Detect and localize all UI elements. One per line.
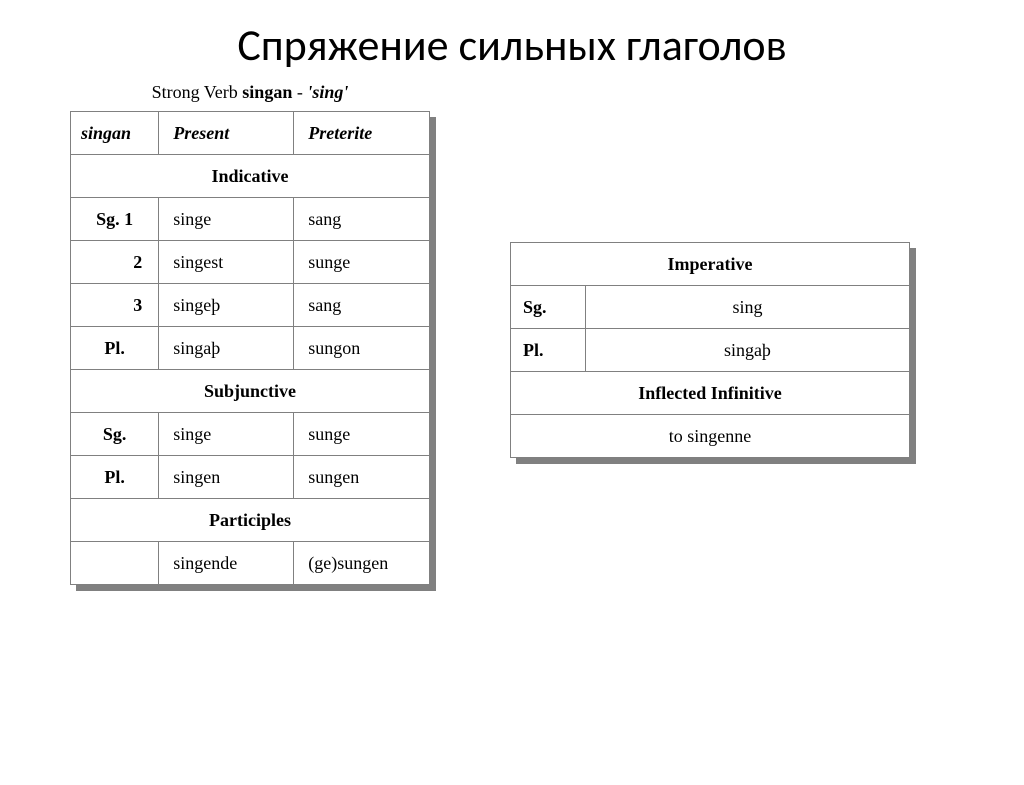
cell-present: singe xyxy=(159,413,294,456)
table-row: singan Present Preterite xyxy=(71,112,430,155)
table-row: Imperative xyxy=(511,243,910,286)
row-label xyxy=(71,542,159,585)
right-table-wrap: Imperative Sg. sing Pl. singaþ Inflected… xyxy=(510,242,910,458)
cell-preterite: sang xyxy=(294,198,430,241)
left-table-wrap: singan Present Preterite Indicative Sg. … xyxy=(70,111,430,585)
table-row: Pl. singaþ xyxy=(511,329,910,372)
row-label: Pl. xyxy=(71,456,159,499)
row-label: Sg. xyxy=(511,286,586,329)
section-header: Indicative xyxy=(71,155,430,198)
table-row: Pl. singen sungen xyxy=(71,456,430,499)
table-row: 3 singeþ sang xyxy=(71,284,430,327)
caption-sep: - xyxy=(292,82,307,102)
cell-present: singaþ xyxy=(159,327,294,370)
right-column: Imperative Sg. sing Pl. singaþ Inflected… xyxy=(510,242,910,463)
cell-preterite: sungen xyxy=(294,456,430,499)
cell-present: singest xyxy=(159,241,294,284)
table-row: Subjunctive xyxy=(71,370,430,413)
col-header: Preterite xyxy=(294,112,430,155)
cell-present: singe xyxy=(159,198,294,241)
col-header: Present xyxy=(159,112,294,155)
table-row: singende (ge)sungen xyxy=(71,542,430,585)
cell-preterite: sungon xyxy=(294,327,430,370)
table-row: Indicative xyxy=(71,155,430,198)
content-area: Strong Verb singan - 'sing' singan Prese… xyxy=(0,82,1024,590)
page-title: Спряжение сильных глаголов xyxy=(0,18,1024,72)
caption-gloss: 'sing' xyxy=(307,82,348,102)
section-header: Imperative xyxy=(511,243,910,286)
section-header: Inflected Infinitive xyxy=(511,372,910,415)
col-header: singan xyxy=(71,112,159,155)
caption-verb: singan xyxy=(242,82,292,102)
left-column: Strong Verb singan - 'sing' singan Prese… xyxy=(70,82,430,590)
cell-preterite: sunge xyxy=(294,241,430,284)
row-label: Sg. 1 xyxy=(71,198,159,241)
cell-present: singende xyxy=(159,542,294,585)
table-row: 2 singest sunge xyxy=(71,241,430,284)
row-label: Pl. xyxy=(71,327,159,370)
table-row: Sg. 1 singe sang xyxy=(71,198,430,241)
table-caption: Strong Verb singan - 'sing' xyxy=(70,82,430,103)
cell-preterite: sunge xyxy=(294,413,430,456)
cell-value: singaþ xyxy=(585,329,909,372)
imperative-table: Imperative Sg. sing Pl. singaþ Inflected… xyxy=(510,242,910,458)
table-row: Sg. singe sunge xyxy=(71,413,430,456)
table-row: Pl. singaþ sungon xyxy=(71,327,430,370)
cell-preterite: sang xyxy=(294,284,430,327)
cell-preterite: (ge)sungen xyxy=(294,542,430,585)
section-header: Participles xyxy=(71,499,430,542)
section-header: Subjunctive xyxy=(71,370,430,413)
table-row: Sg. sing xyxy=(511,286,910,329)
cell-value: to singenne xyxy=(511,415,910,458)
caption-prefix: Strong Verb xyxy=(152,82,243,102)
row-label: 2 xyxy=(71,241,159,284)
table-row: to singenne xyxy=(511,415,910,458)
conjugation-table: singan Present Preterite Indicative Sg. … xyxy=(70,111,430,585)
cell-value: sing xyxy=(585,286,909,329)
row-label: Sg. xyxy=(71,413,159,456)
table-row: Inflected Infinitive xyxy=(511,372,910,415)
table-row: Participles xyxy=(71,499,430,542)
row-label: 3 xyxy=(71,284,159,327)
row-label: Pl. xyxy=(511,329,586,372)
cell-present: singeþ xyxy=(159,284,294,327)
cell-present: singen xyxy=(159,456,294,499)
